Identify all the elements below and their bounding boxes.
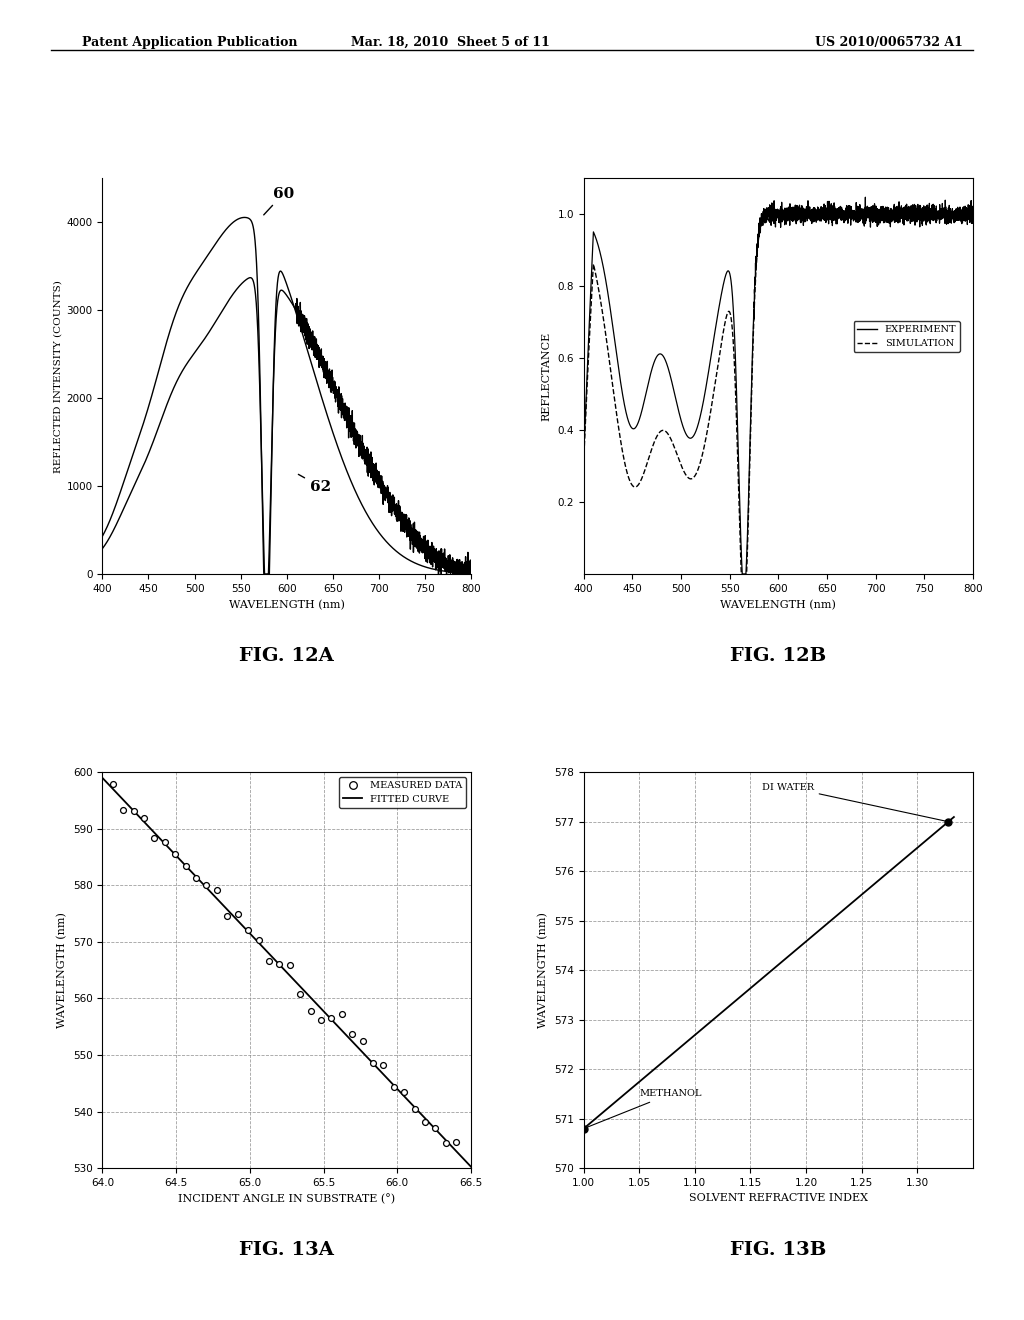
Point [187, 867, 204, 888]
X-axis label: INCIDENT ANGLE IN SUBSTRATE (°): INCIDENT ANGLE IN SUBSTRATE (°) [178, 1193, 395, 1204]
Text: FIG. 12B: FIG. 12B [730, 647, 826, 665]
Point [375, 1055, 391, 1076]
Point [167, 843, 183, 865]
Text: Mar. 18, 2010  Sheet 5 of 11: Mar. 18, 2010 Sheet 5 of 11 [351, 36, 550, 49]
Text: FIG. 13B: FIG. 13B [730, 1241, 826, 1259]
Y-axis label: WAVELENGTH (nm): WAVELENGTH (nm) [57, 912, 68, 1028]
Point [125, 800, 141, 821]
Point [324, 1007, 340, 1028]
Point [365, 1052, 381, 1073]
Point [199, 874, 215, 895]
Text: Patent Application Publication: Patent Application Publication [82, 36, 297, 49]
Point [386, 1077, 402, 1098]
X-axis label: WAVELENGTH (nm): WAVELENGTH (nm) [720, 599, 837, 610]
Point [146, 828, 163, 849]
Legend: EXPERIMENT, SIMULATION: EXPERIMENT, SIMULATION [854, 321, 961, 352]
Point [219, 906, 236, 927]
Point [437, 1133, 454, 1154]
Legend: MEASURED DATA, FITTED CURVE: MEASURED DATA, FITTED CURVE [339, 777, 466, 808]
Y-axis label: REFLECTED INTENSITY (COUNTS): REFLECTED INTENSITY (COUNTS) [53, 280, 62, 473]
Point [136, 807, 153, 828]
Point [334, 1003, 350, 1024]
Point [104, 774, 121, 795]
Point [344, 1023, 360, 1044]
Point [292, 983, 308, 1005]
Y-axis label: REFLECTANCE: REFLECTANCE [542, 331, 552, 421]
Text: US 2010/0065732 A1: US 2010/0065732 A1 [815, 36, 963, 49]
Point [449, 1131, 465, 1152]
Point [354, 1031, 371, 1052]
Point [396, 1081, 413, 1102]
Point [312, 1010, 329, 1031]
Point [282, 954, 298, 975]
Point [229, 903, 246, 924]
Point [271, 953, 288, 974]
X-axis label: SOLVENT REFRACTIVE INDEX: SOLVENT REFRACTIVE INDEX [689, 1193, 867, 1204]
Point [302, 1001, 318, 1022]
Point [115, 800, 131, 821]
Point [407, 1098, 423, 1119]
Point [240, 920, 256, 941]
Point [250, 929, 266, 950]
Text: FIG. 12A: FIG. 12A [240, 647, 334, 665]
Text: 60: 60 [264, 186, 294, 215]
Text: METHANOL: METHANOL [587, 1089, 701, 1127]
Point [261, 950, 278, 972]
X-axis label: WAVELENGTH (nm): WAVELENGTH (nm) [228, 599, 345, 610]
Text: DI WATER: DI WATER [762, 783, 945, 821]
Point [157, 832, 173, 853]
Point [94, 758, 111, 779]
Point [209, 880, 225, 902]
Y-axis label: WAVELENGTH (nm): WAVELENGTH (nm) [539, 912, 549, 1028]
Point [427, 1118, 443, 1139]
Text: 62: 62 [298, 474, 331, 494]
Text: FIG. 13A: FIG. 13A [240, 1241, 334, 1259]
Point [177, 855, 194, 876]
Point [417, 1111, 433, 1133]
